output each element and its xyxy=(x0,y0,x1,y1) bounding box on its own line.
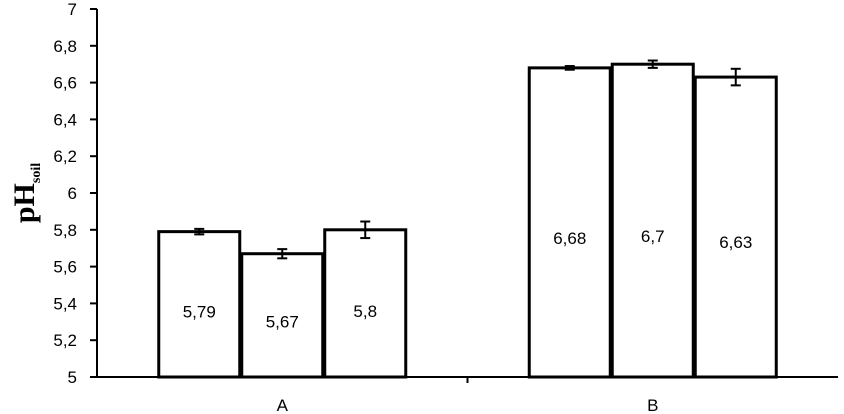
data-label: 6,63 xyxy=(719,233,752,252)
bar xyxy=(610,62,695,379)
bar xyxy=(323,228,408,379)
y-tick-label: 6,2 xyxy=(53,147,77,166)
y-tick-label: 5,2 xyxy=(53,331,77,350)
y-tick-label: 5,8 xyxy=(53,221,77,240)
x-category-label: A xyxy=(277,396,289,414)
y-tick-label: 5 xyxy=(68,368,77,387)
y-axis-title: pHsoil xyxy=(8,163,44,223)
bar xyxy=(157,230,242,379)
y-axis-title-text: pHsoil xyxy=(8,163,44,223)
x-category-label: B xyxy=(647,396,658,414)
bar xyxy=(693,75,778,379)
bar xyxy=(240,252,325,379)
y-tick-label: 6,8 xyxy=(53,37,77,56)
y-axis: 5 5,2 5,4 5,6 5,8 6 6,2 6,4 6,6 6,8 7 xyxy=(53,0,98,387)
data-label: 5,8 xyxy=(353,302,377,321)
y-axis-title-main: pH xyxy=(8,183,41,223)
bar xyxy=(527,66,612,379)
y-tick-label: 6,6 xyxy=(53,74,77,93)
y-tick-label: 6 xyxy=(68,184,77,203)
y-tick-label: 5,4 xyxy=(53,294,77,313)
data-label: 6,7 xyxy=(641,227,665,246)
y-tick-label: 6,4 xyxy=(53,110,77,129)
y-axis-title-subscript: soil xyxy=(29,163,44,183)
y-tick-label: 7 xyxy=(68,0,77,19)
data-label: 5,67 xyxy=(266,313,299,332)
bars: 5,79 5,67 5,8 6,68 6,7 6,63 xyxy=(157,59,778,379)
data-label: 6,68 xyxy=(553,229,586,248)
data-label: 5,79 xyxy=(183,303,216,322)
y-tick-label: 5,6 xyxy=(53,258,77,277)
